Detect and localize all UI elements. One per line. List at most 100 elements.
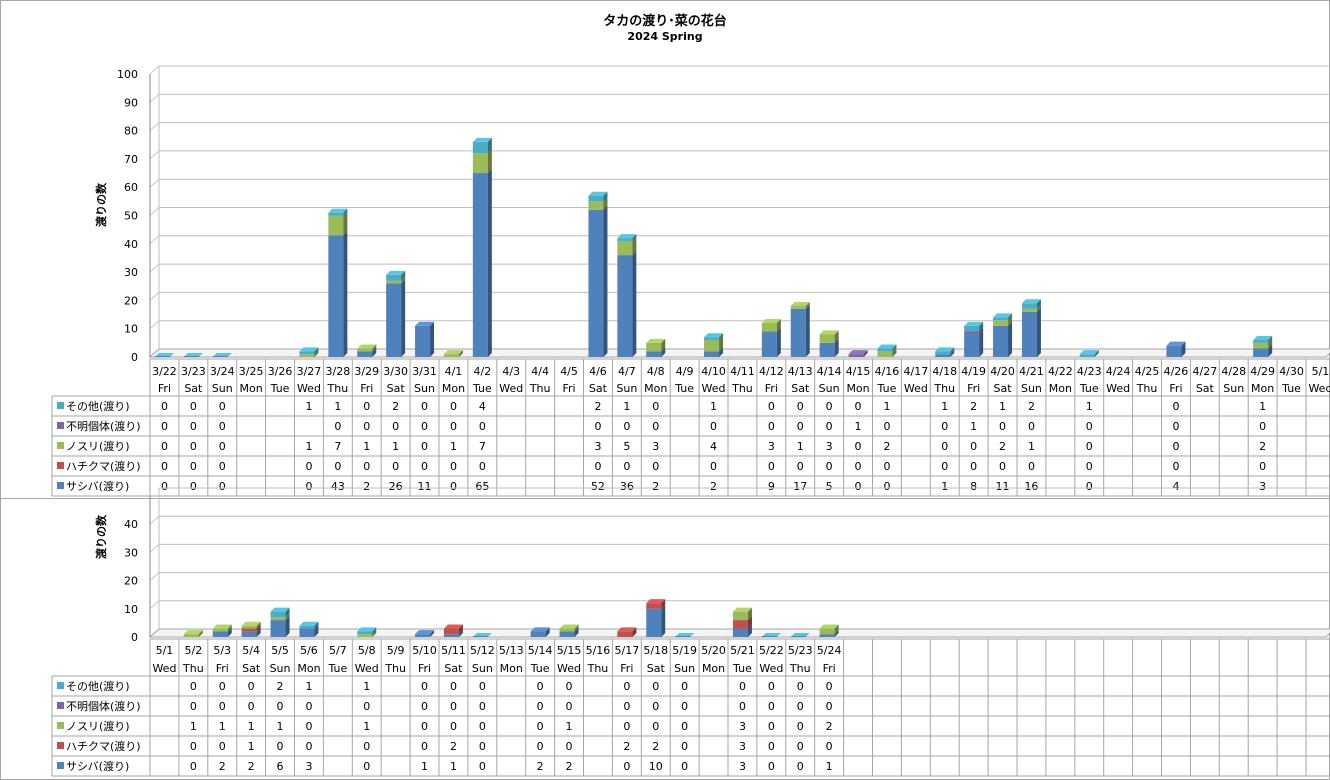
bar-segment xyxy=(617,631,633,637)
bar-segment xyxy=(270,611,286,618)
bar-segment xyxy=(357,348,373,352)
x-weekday-label: Sat xyxy=(242,662,261,675)
table-value: 0 xyxy=(797,680,804,693)
bar-top xyxy=(357,344,377,349)
table-value: 1 xyxy=(334,400,341,413)
bar-side xyxy=(574,627,579,637)
table-value: 0 xyxy=(797,420,804,433)
x-weekday-label: Fri xyxy=(562,382,575,395)
bar-side xyxy=(285,607,290,618)
table-value: 2 xyxy=(710,480,717,493)
bar-segment xyxy=(819,342,835,357)
table-value: 0 xyxy=(826,680,833,693)
x-weekday-label: Fri xyxy=(967,382,980,395)
x-weekday-label: Wed xyxy=(702,382,726,395)
x-tick-label: 5/14 xyxy=(528,644,553,657)
gridline-depth xyxy=(149,178,160,188)
table-value: 0 xyxy=(161,460,168,473)
table-value: 3 xyxy=(739,760,746,773)
table-value: 0 xyxy=(479,700,486,713)
x-tick-label: 5/17 xyxy=(614,644,639,657)
bar-side xyxy=(285,616,290,637)
table-value: 0 xyxy=(941,440,948,453)
bar-side xyxy=(1268,338,1273,349)
y-tick-label: 10 xyxy=(124,323,138,336)
bar-side xyxy=(834,330,839,343)
bar-segment xyxy=(357,631,373,635)
bar-side xyxy=(776,327,781,357)
x-tick-label: 4/12 xyxy=(759,365,784,378)
x-tick-label: 5/12 xyxy=(470,644,495,657)
table-value: 1 xyxy=(855,420,862,433)
table-value: 1 xyxy=(1086,400,1093,413)
bar-side xyxy=(256,627,261,637)
bar-segment xyxy=(328,215,344,236)
bar-side xyxy=(458,624,463,635)
legend-label: 不明個体(渡り) xyxy=(66,419,141,433)
bar-segment xyxy=(472,636,488,637)
table-value: 3 xyxy=(652,440,659,453)
table-value: 0 xyxy=(623,760,630,773)
x-weekday-label: Fri xyxy=(620,662,633,675)
table-value: 0 xyxy=(855,460,862,473)
bar-side xyxy=(834,624,839,635)
table-value: 0 xyxy=(219,700,226,713)
bar-side xyxy=(719,347,724,357)
bar-segment xyxy=(386,283,402,357)
table-value: 0 xyxy=(1172,400,1179,413)
table-value: 0 xyxy=(768,760,775,773)
x-weekday-label: Wed xyxy=(1308,382,1330,395)
bar-segment xyxy=(588,195,604,202)
bar-top xyxy=(241,621,261,626)
table-value: 36 xyxy=(620,480,634,493)
table-value: 2 xyxy=(623,740,630,753)
table-value: 0 xyxy=(883,460,890,473)
bar-segment xyxy=(212,356,228,357)
legend-label: ノスリ(渡り) xyxy=(66,719,130,733)
gridline-depth xyxy=(149,150,160,160)
bar-segment xyxy=(299,354,315,357)
bar-segment xyxy=(443,634,459,637)
bar-segment xyxy=(241,631,257,637)
y-tick-label: 80 xyxy=(124,125,138,138)
x-tick-label: 4/18 xyxy=(932,365,957,378)
table-value: 0 xyxy=(1172,460,1179,473)
x-tick-label: 4/3 xyxy=(502,365,520,378)
bar-top xyxy=(646,338,666,343)
table-value: 1 xyxy=(970,420,977,433)
table-value: 0 xyxy=(826,700,833,713)
table-value: 17 xyxy=(793,480,807,493)
table-value: 4 xyxy=(710,440,717,453)
table-value: 0 xyxy=(305,460,312,473)
bar-side xyxy=(1181,341,1186,357)
table-value: 1 xyxy=(305,440,312,453)
table-value: 0 xyxy=(768,460,775,473)
table-value: 26 xyxy=(389,480,403,493)
x-tick-label: 4/11 xyxy=(730,365,755,378)
bar-segment xyxy=(761,323,777,332)
table-value: 1 xyxy=(1259,400,1266,413)
gridline-depth xyxy=(149,93,160,103)
x-tick-label: 4/27 xyxy=(1192,365,1217,378)
table-value: 2 xyxy=(392,400,399,413)
bar-side xyxy=(661,604,666,637)
bar-segment xyxy=(386,274,402,281)
x-weekday-label: Sun xyxy=(616,382,637,395)
legend-swatch xyxy=(57,442,64,449)
bar-top xyxy=(935,347,955,352)
bar-segment xyxy=(819,628,835,635)
bar-side xyxy=(372,347,377,357)
table-value: 0 xyxy=(421,740,428,753)
table-value: 0 xyxy=(363,700,370,713)
x-tick-label: 4/5 xyxy=(560,365,578,378)
table-value: 0 xyxy=(363,760,370,773)
x-tick-label: 5/3 xyxy=(213,644,231,657)
table-value: 0 xyxy=(479,420,486,433)
x-weekday-label: Thu xyxy=(182,662,204,675)
bar-side xyxy=(661,347,666,357)
x-tick-label: 4/15 xyxy=(846,365,871,378)
bar-top xyxy=(732,607,752,612)
bar-side xyxy=(1036,304,1041,312)
table-value: 16 xyxy=(1024,480,1038,493)
